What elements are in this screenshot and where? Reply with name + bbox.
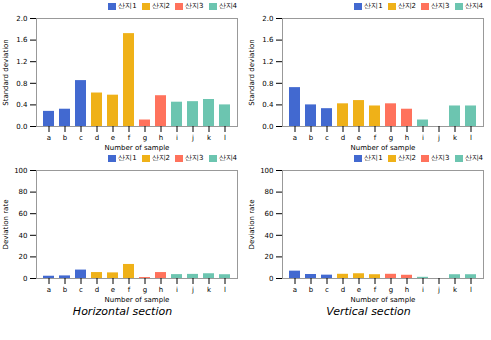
svg-text:k: k xyxy=(453,286,458,294)
html-text:산지1: 산지1 xyxy=(364,2,383,10)
svg-text:0.8: 0.8 xyxy=(262,80,273,88)
svg-text:Deviation rate: Deviation rate xyxy=(248,200,256,250)
html-text:산지2: 산지2 xyxy=(151,154,171,162)
html-text:산지4: 산지4 xyxy=(218,154,237,162)
svg-text:a: a xyxy=(293,134,297,142)
svg-text:c: c xyxy=(79,134,83,142)
svg-text:Deviation rate: Deviation rate xyxy=(2,200,10,250)
svg-text:j: j xyxy=(191,134,194,142)
svg-text:e: e xyxy=(357,134,361,142)
svg-text:0: 0 xyxy=(269,275,273,283)
svg-text:f: f xyxy=(374,286,377,294)
svg-text:e: e xyxy=(111,286,115,294)
html-text:산지3: 산지3 xyxy=(185,2,204,10)
html-text:산지3: 산지3 xyxy=(431,154,450,162)
svg-text:1.2: 1.2 xyxy=(262,58,273,66)
svg-text:f: f xyxy=(128,286,131,294)
svg-text:h: h xyxy=(405,286,409,294)
svg-text:80: 80 xyxy=(19,188,28,196)
svg-text:c: c xyxy=(325,286,329,294)
html-text:산지1: 산지1 xyxy=(364,154,383,162)
html-text:산지2: 산지2 xyxy=(397,2,417,10)
svg-text:1.6: 1.6 xyxy=(262,36,274,44)
svg-text:c: c xyxy=(79,286,83,294)
svg-text:1.6: 1.6 xyxy=(16,36,28,44)
svg-text:Number of sample: Number of sample xyxy=(351,144,416,152)
svg-text:a: a xyxy=(47,134,51,142)
svg-text:h: h xyxy=(159,134,163,142)
svg-text:g: g xyxy=(143,286,147,294)
svg-text:i: i xyxy=(422,286,424,294)
svg-text:b: b xyxy=(63,134,68,142)
svg-text:Number of sample: Number of sample xyxy=(105,296,170,304)
svg-text:l: l xyxy=(224,286,226,294)
svg-text:60: 60 xyxy=(265,210,274,218)
svg-text:b: b xyxy=(309,286,314,294)
svg-text:l: l xyxy=(224,134,226,142)
svg-text:c: c xyxy=(325,134,329,142)
html-text:Vertical section: Vertical section xyxy=(326,305,411,318)
svg-text:i: i xyxy=(176,286,178,294)
svg-text:d: d xyxy=(341,286,345,294)
svg-text:Number of sample: Number of sample xyxy=(351,296,416,304)
svg-text:g: g xyxy=(389,286,393,294)
html-text:산지2: 산지2 xyxy=(397,154,417,162)
svg-text:l: l xyxy=(470,286,472,294)
svg-text:k: k xyxy=(453,134,458,142)
svg-text:60: 60 xyxy=(19,210,28,218)
html-text:산지3: 산지3 xyxy=(431,2,450,10)
svg-text:k: k xyxy=(207,286,212,294)
svg-text:Standard deviation: Standard deviation xyxy=(248,39,256,106)
svg-text:40: 40 xyxy=(19,232,28,240)
svg-text:l: l xyxy=(470,134,472,142)
svg-text:j: j xyxy=(437,286,440,294)
svg-text:0.4: 0.4 xyxy=(16,101,28,109)
svg-text:0.8: 0.8 xyxy=(16,80,27,88)
svg-text:80: 80 xyxy=(265,188,274,196)
html-text:산지4: 산지4 xyxy=(464,2,483,10)
svg-text:b: b xyxy=(63,286,68,294)
svg-text:100: 100 xyxy=(14,167,27,175)
svg-text:k: k xyxy=(207,134,212,142)
svg-text:d: d xyxy=(95,286,99,294)
html-text:산지1: 산지1 xyxy=(118,2,137,10)
svg-text:d: d xyxy=(95,134,99,142)
svg-text:0.0: 0.0 xyxy=(16,123,27,131)
html-text:산지2: 산지2 xyxy=(151,2,171,10)
svg-text:h: h xyxy=(405,134,409,142)
svg-text:j: j xyxy=(191,286,194,294)
svg-text:i: i xyxy=(176,134,178,142)
svg-text:e: e xyxy=(111,134,115,142)
svg-text:Number of sample: Number of sample xyxy=(105,144,170,152)
svg-text:i: i xyxy=(422,134,424,142)
svg-text:a: a xyxy=(293,286,297,294)
html-text:산지3: 산지3 xyxy=(185,154,204,162)
svg-text:0.4: 0.4 xyxy=(262,101,274,109)
svg-text:2.0: 2.0 xyxy=(16,15,27,23)
svg-text:1.2: 1.2 xyxy=(16,58,27,66)
svg-text:0.0: 0.0 xyxy=(262,123,273,131)
svg-text:a: a xyxy=(47,286,51,294)
svg-text:0: 0 xyxy=(23,275,27,283)
html-text:산지1: 산지1 xyxy=(118,154,137,162)
svg-text:20: 20 xyxy=(19,253,28,261)
svg-text:f: f xyxy=(374,134,377,142)
svg-text:d: d xyxy=(341,134,345,142)
svg-text:2.0: 2.0 xyxy=(262,15,273,23)
svg-text:Standard deviation: Standard deviation xyxy=(2,39,10,106)
svg-text:20: 20 xyxy=(265,253,274,261)
svg-text:b: b xyxy=(309,134,314,142)
svg-text:40: 40 xyxy=(265,232,274,240)
svg-text:j: j xyxy=(437,134,440,142)
html-text:산지4: 산지4 xyxy=(464,154,483,162)
svg-text:g: g xyxy=(389,134,393,142)
html-text:Horizontal section: Horizontal section xyxy=(72,305,173,318)
svg-text:f: f xyxy=(128,134,131,142)
svg-text:h: h xyxy=(159,286,163,294)
svg-text:e: e xyxy=(357,286,361,294)
svg-text:g: g xyxy=(143,134,147,142)
html-text:산지4: 산지4 xyxy=(218,2,237,10)
svg-text:100: 100 xyxy=(260,167,273,175)
